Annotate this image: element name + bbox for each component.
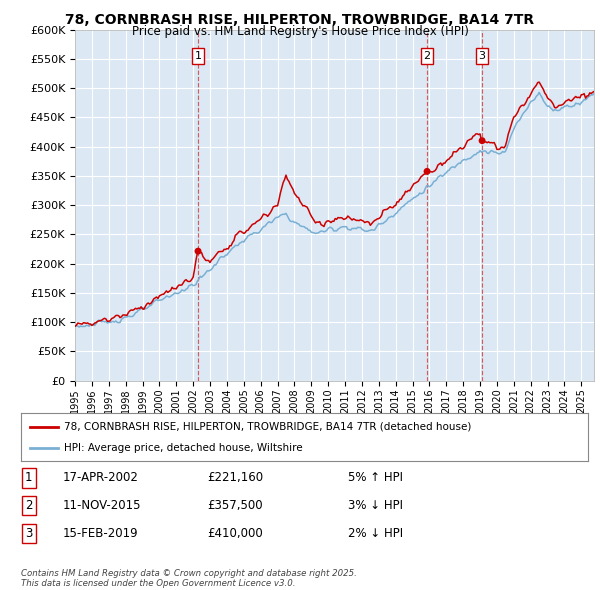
Text: 3: 3 xyxy=(25,527,32,540)
Text: 1: 1 xyxy=(25,471,32,484)
Text: 78, CORNBRASH RISE, HILPERTON, TROWBRIDGE, BA14 7TR (detached house): 78, CORNBRASH RISE, HILPERTON, TROWBRIDG… xyxy=(64,421,471,431)
Text: £357,500: £357,500 xyxy=(207,499,263,512)
Text: 2: 2 xyxy=(25,499,32,512)
Text: 11-NOV-2015: 11-NOV-2015 xyxy=(63,499,142,512)
Point xyxy=(193,247,203,256)
Text: £221,160: £221,160 xyxy=(207,471,263,484)
Text: HPI: Average price, detached house, Wiltshire: HPI: Average price, detached house, Wilt… xyxy=(64,443,302,453)
Text: 5% ↑ HPI: 5% ↑ HPI xyxy=(348,471,403,484)
Point xyxy=(477,136,487,145)
Text: 3: 3 xyxy=(479,51,485,61)
Text: Contains HM Land Registry data © Crown copyright and database right 2025.
This d: Contains HM Land Registry data © Crown c… xyxy=(21,569,357,588)
Text: 2: 2 xyxy=(424,51,431,61)
Text: 3% ↓ HPI: 3% ↓ HPI xyxy=(348,499,403,512)
Text: 17-APR-2002: 17-APR-2002 xyxy=(63,471,139,484)
Text: £410,000: £410,000 xyxy=(207,527,263,540)
Text: 2% ↓ HPI: 2% ↓ HPI xyxy=(348,527,403,540)
Text: Price paid vs. HM Land Registry's House Price Index (HPI): Price paid vs. HM Land Registry's House … xyxy=(131,25,469,38)
Text: 15-FEB-2019: 15-FEB-2019 xyxy=(63,527,139,540)
Text: 78, CORNBRASH RISE, HILPERTON, TROWBRIDGE, BA14 7TR: 78, CORNBRASH RISE, HILPERTON, TROWBRIDG… xyxy=(65,13,535,27)
Text: 1: 1 xyxy=(194,51,202,61)
Point xyxy=(422,166,432,176)
